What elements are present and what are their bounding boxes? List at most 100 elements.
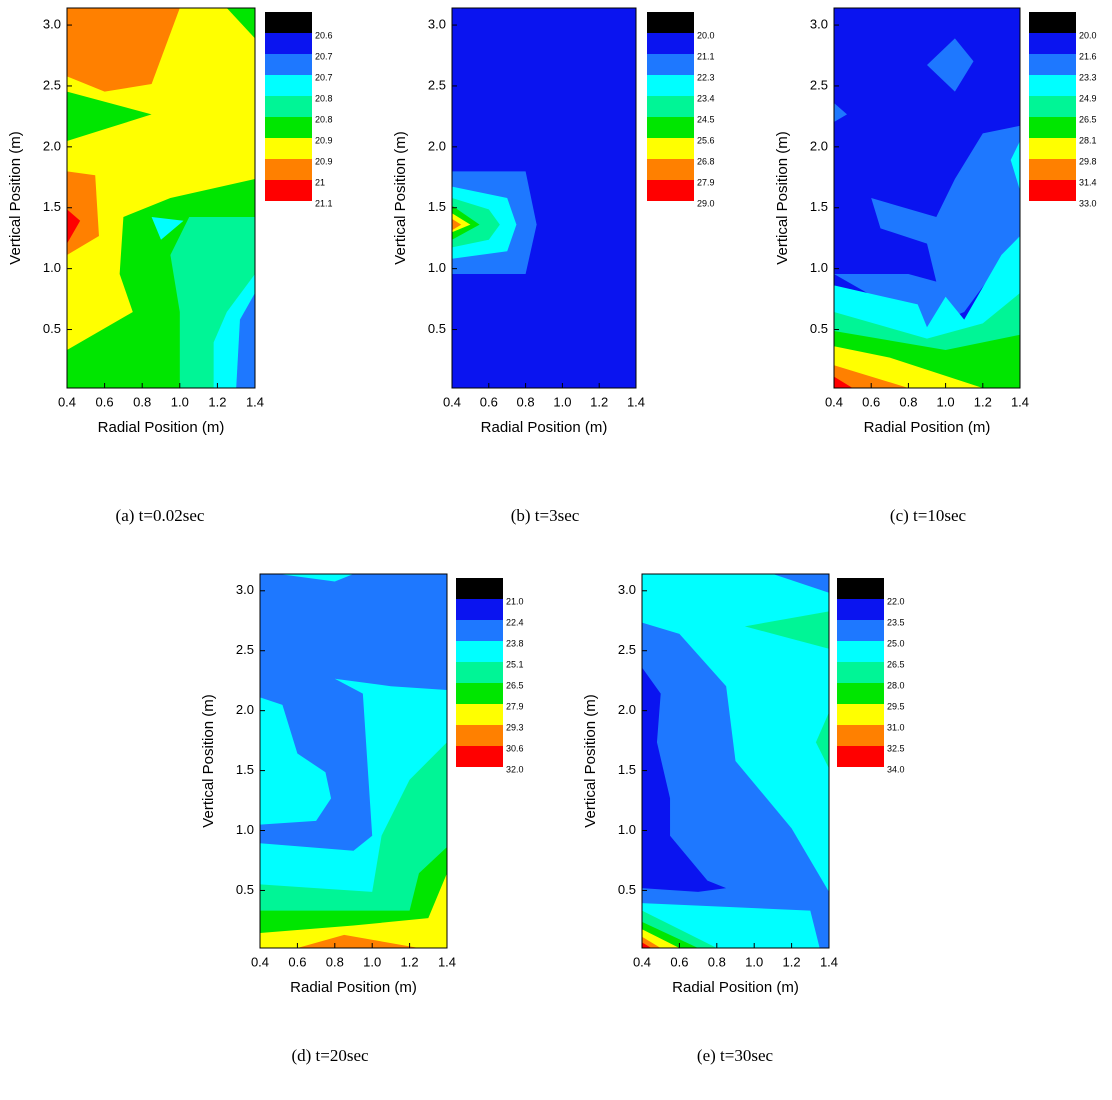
legend-label: 33.0 xyxy=(1079,198,1097,208)
x-axis-title: Radial Position (m) xyxy=(864,419,991,436)
legend-swatch xyxy=(1029,138,1076,159)
legend-label: 26.5 xyxy=(887,659,905,669)
legend-swatch xyxy=(265,117,312,138)
contour-plot: 0.4 0.6 0.8 1.0 1.2 1.4 0.5 1.0 1.5 2.0 2.5 3.0 Radi… xyxy=(200,573,524,1065)
plot-frame xyxy=(833,7,1021,389)
y-tick-label: 0.5 xyxy=(236,882,254,897)
contour-region xyxy=(260,742,447,948)
legend-label: 20.0 xyxy=(1079,30,1097,40)
legend-label: 20.8 xyxy=(315,114,333,124)
contour-region xyxy=(834,365,909,388)
x-tick-label: 1.0 xyxy=(553,394,571,409)
x-tick-label: 0.6 xyxy=(480,394,498,409)
contour-region xyxy=(236,293,255,388)
legend-label: 25.1 xyxy=(506,659,524,669)
y-tick-label: 0.5 xyxy=(43,321,61,336)
legend-swatch xyxy=(647,33,694,54)
contour-region xyxy=(772,574,829,593)
y-tick-label: 1.5 xyxy=(428,199,446,214)
contour-region xyxy=(744,611,829,649)
x-axis-title: Radial Position (m) xyxy=(672,979,799,996)
y-tick-label: 1.5 xyxy=(236,762,254,777)
y-axis-title: Vertical Position (m) xyxy=(392,131,409,264)
contour-region xyxy=(278,574,354,582)
legend-swatch xyxy=(647,138,694,159)
legend-label: 27.9 xyxy=(506,701,524,711)
legend-label: 20.7 xyxy=(315,51,333,61)
caption: (a) t=0.02sec xyxy=(116,506,205,525)
y-tick-label: 0.5 xyxy=(428,321,446,336)
x-tick-label: 0.8 xyxy=(708,954,726,969)
y-axis-title: Vertical Position (m) xyxy=(200,694,217,827)
legend-swatch xyxy=(1029,33,1076,54)
x-axis-title: Radial Position (m) xyxy=(98,419,225,436)
plot-frame xyxy=(259,573,448,949)
y-tick-label: 1.0 xyxy=(43,260,61,275)
legend-label: 28.1 xyxy=(1079,135,1097,145)
y-axis-title: Vertical Position (m) xyxy=(582,694,599,827)
x-axis-title: Radial Position (m) xyxy=(481,419,608,436)
y-tick-label: 2.5 xyxy=(810,77,828,92)
legend-label: 26.8 xyxy=(697,156,715,166)
legend-label: 23.3 xyxy=(1079,72,1097,82)
legend-swatch xyxy=(265,159,312,180)
legend-swatch xyxy=(647,12,694,33)
y-tick-label: 2.0 xyxy=(428,138,446,153)
y-tick-label: 3.0 xyxy=(618,582,636,597)
x-tick-label: 1.2 xyxy=(783,954,801,969)
legend-swatch xyxy=(1029,159,1076,180)
x-tick-label: 1.2 xyxy=(401,954,419,969)
legend-swatch xyxy=(647,54,694,75)
x-tick-label: 1.4 xyxy=(438,954,456,969)
legend-swatch xyxy=(837,620,884,641)
x-tick-label: 1.0 xyxy=(363,954,381,969)
legend-label: 23.5 xyxy=(887,617,905,627)
y-tick-label: 2.5 xyxy=(236,642,254,657)
legend-label: 27.9 xyxy=(697,177,715,187)
legend-label: 22.0 xyxy=(887,596,905,606)
y-tick-label: 3.0 xyxy=(810,16,828,31)
caption: (b) t=3sec xyxy=(511,506,580,525)
contour-region xyxy=(151,217,184,240)
legend-label: 32.0 xyxy=(506,764,524,774)
contour-region xyxy=(297,934,419,948)
contour-region xyxy=(642,667,727,892)
x-tick-label: 1.2 xyxy=(208,394,226,409)
legend-label: 20.0 xyxy=(697,30,715,40)
legend-swatch xyxy=(647,96,694,117)
legend-swatch xyxy=(265,180,312,201)
legend-swatch xyxy=(647,75,694,96)
x-tick-label: 0.4 xyxy=(251,954,269,969)
legend-label: 22.3 xyxy=(697,72,715,82)
legend-label: 24.5 xyxy=(697,114,715,124)
contour-region xyxy=(260,873,447,948)
y-tick-label: 2.5 xyxy=(428,77,446,92)
x-tick-label: 1.4 xyxy=(246,394,264,409)
legend-swatch xyxy=(837,641,884,662)
legend-swatch xyxy=(837,725,884,746)
x-tick-label: 1.4 xyxy=(820,954,838,969)
y-tick-label: 1.0 xyxy=(428,260,446,275)
contour-plot: 0.4 0.6 0.8 1.0 1.2 1.4 0.5 1.0 1.5 2.0 2.5 3.0 Radi… xyxy=(392,7,715,525)
legend-swatch xyxy=(265,33,312,54)
x-tick-label: 0.8 xyxy=(326,954,344,969)
contour-region xyxy=(815,712,829,769)
legend-label: 21.6 xyxy=(1079,51,1097,61)
y-tick-label: 2.0 xyxy=(618,702,636,717)
legend-label: 29.5 xyxy=(887,701,905,711)
contour-region xyxy=(927,38,974,92)
x-tick-label: 0.8 xyxy=(517,394,535,409)
legend-label: 30.6 xyxy=(506,743,524,753)
x-tick-label: 1.0 xyxy=(745,954,763,969)
x-tick-label: 1.2 xyxy=(974,394,992,409)
contour-region xyxy=(834,376,853,388)
y-tick-label: 0.5 xyxy=(618,882,636,897)
legend-swatch xyxy=(647,180,694,201)
x-tick-label: 1.4 xyxy=(1011,394,1029,409)
legend-swatch xyxy=(837,662,884,683)
contour-region xyxy=(642,942,652,948)
legend-swatch xyxy=(647,117,694,138)
y-tick-label: 3.0 xyxy=(236,582,254,597)
x-tick-label: 0.6 xyxy=(288,954,306,969)
